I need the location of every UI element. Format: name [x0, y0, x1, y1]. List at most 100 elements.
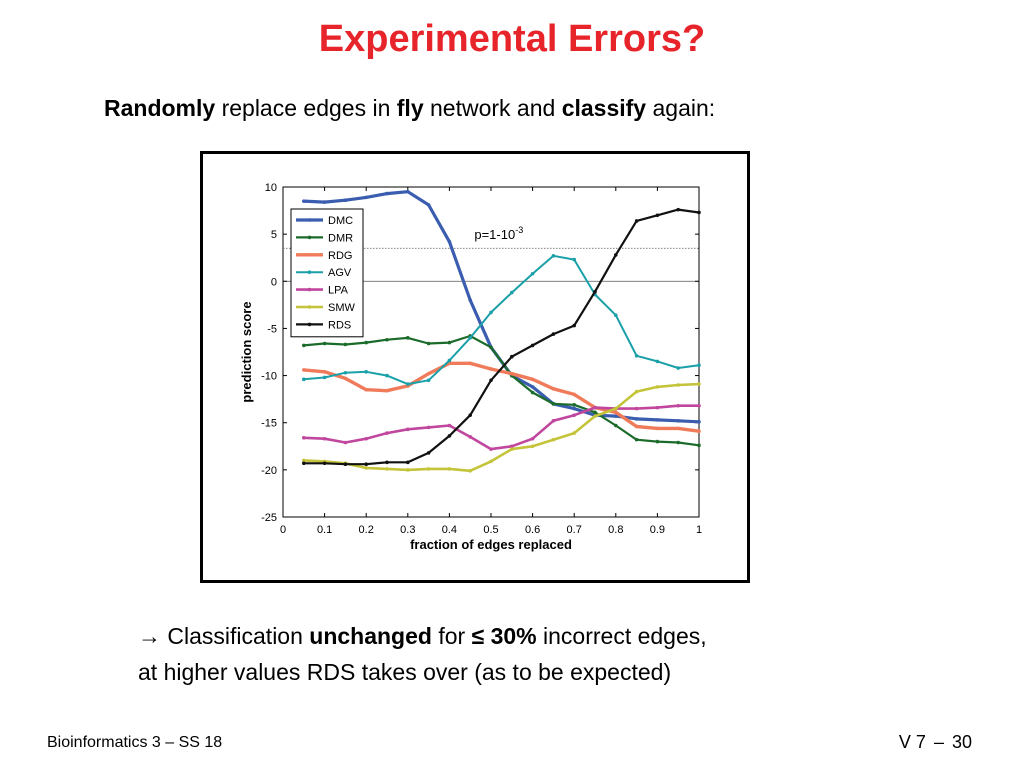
data-point-rds [406, 460, 410, 465]
legend-label-agv: AGV [328, 267, 352, 279]
data-point-lpa [468, 435, 473, 439]
data-point-agv [655, 359, 660, 364]
chart-figure: 0 0.1 0.2 0.3 0.4 0.5 0.6 0.7 0.8 0.9 1 10 5 0 -5 -10 -1… [200, 151, 750, 583]
data-point-rds [343, 462, 348, 467]
subtitle-bold-classify: classify [561, 95, 647, 121]
data-point-smw [385, 467, 389, 471]
data-point-agv [364, 370, 368, 374]
x-tick-label: 0.1 [317, 524, 332, 536]
data-point-smw [551, 437, 556, 442]
data-point-dmc [530, 385, 535, 389]
subtitle-text-3: again: [646, 95, 716, 121]
data-point-rdg [302, 368, 306, 372]
data-point-rdg [676, 426, 680, 431]
legend-marker-lpa [307, 287, 312, 292]
data-point-dmr [322, 341, 327, 346]
data-point-smw [676, 383, 680, 387]
data-point-smw [634, 389, 639, 394]
conclusion-arrow-text: → Classification [138, 623, 310, 649]
data-point-dmc [406, 189, 410, 194]
data-point-lpa [551, 419, 556, 423]
data-point-agv [530, 271, 535, 276]
conclusion-text-for: for [431, 623, 472, 649]
conclusion-text-incorrect: incorrect edges, [536, 623, 707, 649]
data-point-dmc [385, 191, 389, 196]
data-point-agv [302, 377, 306, 382]
data-point-dmc [676, 419, 680, 423]
legend-label-dmc: DMC [328, 215, 353, 227]
data-point-agv [614, 313, 618, 318]
x-tick-label: 0.9 [650, 524, 665, 536]
footer-lecture: V 7 [898, 732, 926, 752]
data-point-lpa [364, 436, 368, 441]
footer-dash: – [933, 732, 944, 752]
x-tick-label: 1 [696, 524, 702, 536]
legend-label-lpa: LPA [328, 285, 349, 297]
data-point-agv [385, 373, 389, 378]
data-point-dmc [468, 298, 473, 302]
y-tick-label: 10 [265, 182, 277, 194]
data-point-dmr [593, 410, 597, 415]
data-point-smw [697, 382, 701, 386]
series-line-rds [303, 208, 700, 466]
slide-title: Experimental Errors? [318, 18, 706, 60]
data-point-smw [614, 406, 618, 411]
data-point-rdg [510, 371, 514, 376]
data-point-rds [385, 460, 389, 465]
significance-annotation: p=1-10-3 [474, 225, 523, 242]
data-point-agv [343, 370, 348, 375]
data-point-rdg [551, 386, 556, 391]
data-point-rdg [322, 370, 327, 374]
data-point-lpa [697, 403, 701, 408]
data-point-dmr [343, 342, 348, 347]
x-tick-label: 0.8 [608, 524, 623, 536]
legend-marker-rdg [307, 253, 312, 257]
data-point-lpa [426, 425, 431, 430]
data-point-dmc [614, 414, 618, 418]
x-tick-label: 0.4 [442, 524, 457, 536]
series-line-dmr [303, 334, 700, 447]
x-tick-label: 0.5 [483, 524, 498, 536]
series-line-smw [303, 382, 700, 473]
data-point-lpa [447, 423, 452, 428]
data-point-agv [551, 254, 556, 258]
x-axis-label: fraction of edges replaced [410, 537, 572, 552]
data-point-lpa [406, 427, 410, 432]
data-point-rds [593, 289, 597, 294]
data-point-dmr [385, 337, 389, 342]
x-tick-label: 0 [280, 524, 286, 536]
data-point-rds [426, 451, 431, 455]
data-point-lpa [676, 403, 680, 408]
data-point-rds [510, 354, 514, 359]
data-point-rdg [489, 367, 493, 371]
y-tick-label: 5 [271, 229, 277, 241]
data-point-dmr [697, 443, 701, 448]
data-point-agv [572, 257, 576, 262]
series-line-agv [303, 254, 700, 386]
data-point-dmr [426, 341, 431, 346]
subtitle-text-1: replace edges in [215, 95, 397, 121]
data-point-rds [634, 219, 639, 223]
y-tick-label: -10 [261, 371, 277, 383]
data-point-rds [530, 343, 535, 348]
data-point-dmc [302, 199, 306, 203]
data-point-lpa [302, 436, 306, 440]
data-point-rds [572, 323, 576, 328]
series-line-lpa [303, 404, 699, 451]
data-point-dmr [676, 440, 680, 445]
data-point-rdg [468, 361, 473, 366]
data-point-smw [489, 459, 493, 464]
legend-label-dmr: DMR [328, 232, 353, 244]
conclusion-text: → Classification unchanged for ≤ 30% inc… [138, 618, 707, 690]
conclusion-line-1: → Classification unchanged for ≤ 30% inc… [138, 618, 707, 654]
data-point-dmc [572, 406, 576, 411]
footer-page: V 7–30 [899, 732, 972, 753]
data-point-rds [697, 210, 701, 215]
x-tick-label: 0.6 [525, 524, 540, 536]
data-point-lpa [530, 436, 535, 441]
legend-label-rdg: RDG [328, 250, 352, 262]
legend-marker-dmc [307, 218, 312, 222]
legend-marker-rds [307, 322, 312, 327]
x-tick-label: 0.3 [400, 524, 415, 536]
data-point-rds [551, 332, 556, 336]
